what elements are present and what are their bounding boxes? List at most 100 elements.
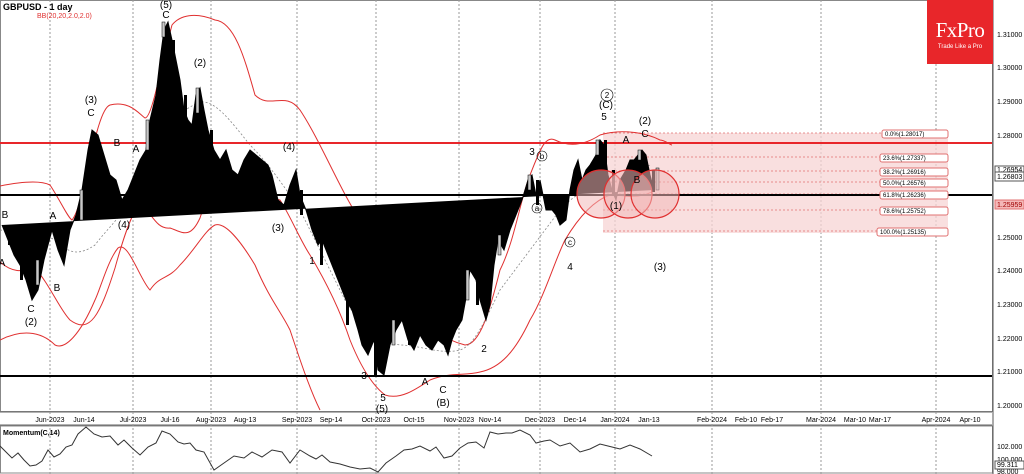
svg-text:A: A <box>623 135 630 146</box>
svg-text:1.25000: 1.25000 <box>997 235 1022 242</box>
svg-text:C: C <box>641 129 648 140</box>
indicator-label: BB(20,20,2.0,2.0) <box>37 13 92 20</box>
svg-text:C: C <box>439 385 446 396</box>
svg-text:Sep-2023: Sep-2023 <box>282 417 312 424</box>
svg-text:Nov-2023: Nov-2023 <box>444 417 474 424</box>
svg-text:4: 4 <box>567 262 573 273</box>
svg-text:Oct-2023: Oct-2023 <box>362 417 391 424</box>
svg-text:B: B <box>433 297 440 308</box>
svg-text:Nov-14: Nov-14 <box>479 417 502 424</box>
svg-text:1.28000: 1.28000 <box>997 133 1022 140</box>
price-axis: 1.31000 1.30000 1.29000 1.28000 1.25000 … <box>997 32 1022 410</box>
svg-text:(5): (5) <box>160 0 172 11</box>
svg-text:78.6%(1.25752): 78.6%(1.25752) <box>883 209 926 215</box>
svg-text:B: B <box>634 175 641 186</box>
svg-text:Jun-14: Jun-14 <box>73 417 95 424</box>
momentum-label: Momentum(C,14) <box>3 430 60 437</box>
svg-text:Feb-10: Feb-10 <box>735 417 757 424</box>
svg-text:1.26954: 1.26954 <box>997 167 1022 174</box>
fib-labels <box>876 129 949 237</box>
svg-text:61.8%(1.26236): 61.8%(1.26236) <box>883 193 926 199</box>
svg-text:Mar-10: Mar-10 <box>844 417 866 424</box>
svg-text:Jul-16: Jul-16 <box>160 417 179 424</box>
svg-text:1: 1 <box>466 250 472 261</box>
svg-text:Jan-2024: Jan-2024 <box>600 417 629 424</box>
bollinger-middle <box>0 101 651 352</box>
svg-text:Apr-2024: Apr-2024 <box>922 417 951 424</box>
svg-text:1.26803: 1.26803 <box>997 174 1022 181</box>
svg-text:1: 1 <box>309 256 315 267</box>
svg-text:2: 2 <box>481 344 487 355</box>
svg-text:1.23000: 1.23000 <box>997 302 1022 309</box>
svg-text:98.000: 98.000 <box>997 469 1019 474</box>
candles <box>1 20 655 376</box>
svg-text:1.22000: 1.22000 <box>997 336 1022 343</box>
svg-text:102.000: 102.000 <box>997 444 1022 451</box>
svg-text:A: A <box>422 377 429 388</box>
svg-text:a: a <box>535 204 540 213</box>
svg-text:B: B <box>114 138 121 149</box>
svg-text:1.20000: 1.20000 <box>997 403 1022 410</box>
svg-text:(5): (5) <box>376 404 388 415</box>
svg-text:A: A <box>0 258 6 269</box>
svg-text:A: A <box>133 144 140 155</box>
svg-text:Mar-2024: Mar-2024 <box>806 417 836 424</box>
fxpro-logo: FxPro Trade Like a Pro <box>927 0 993 64</box>
logo-brand: FxPro <box>935 18 985 42</box>
svg-text:Mar-17: Mar-17 <box>869 417 891 424</box>
svg-text:Dec-2023: Dec-2023 <box>525 417 555 424</box>
svg-text:1.29000: 1.29000 <box>997 99 1022 106</box>
svg-text:1.21000: 1.21000 <box>997 369 1022 376</box>
momentum-line <box>0 426 653 473</box>
svg-text:(4): (4) <box>118 220 130 231</box>
svg-text:1.31000: 1.31000 <box>997 32 1022 39</box>
svg-text:Jun-2023: Jun-2023 <box>35 417 64 424</box>
svg-text:0.0%(1.28017): 0.0%(1.28017) <box>885 132 924 138</box>
fib-label-text: 0.0%(1.28017) 23.6%(1.27337) 38.2%(1.269… <box>880 132 926 236</box>
svg-text:Aug-2023: Aug-2023 <box>196 417 226 424</box>
svg-text:(C): (C) <box>599 100 613 111</box>
svg-text:B: B <box>54 283 61 294</box>
svg-text:50.0%(1.26576): 50.0%(1.26576) <box>883 181 926 187</box>
momentum-pane <box>0 425 993 474</box>
svg-text:Aug-13: Aug-13 <box>234 417 257 424</box>
svg-text:23.6%(1.27337): 23.6%(1.27337) <box>883 156 926 162</box>
svg-text:B: B <box>141 180 148 191</box>
svg-text:(3): (3) <box>272 223 284 234</box>
svg-text:Sep-14: Sep-14 <box>320 417 343 424</box>
svg-text:(2): (2) <box>194 58 206 69</box>
svg-text:99.311: 99.311 <box>997 462 1018 469</box>
svg-text:(2): (2) <box>25 317 37 328</box>
momentum-axis: 102.000 100.000 98.000 99.311 <box>994 444 1024 474</box>
svg-text:5: 5 <box>601 112 607 123</box>
svg-text:4: 4 <box>369 303 375 314</box>
svg-text:2: 2 <box>605 91 610 100</box>
svg-text:(A): (A) <box>394 282 407 293</box>
svg-text:1.30000: 1.30000 <box>997 65 1022 72</box>
svg-text:C: C <box>27 304 34 315</box>
svg-text:(3): (3) <box>85 95 97 106</box>
svg-text:B: B <box>2 210 9 221</box>
logo-tagline: Trade Like a Pro <box>937 44 983 50</box>
symbol-title: GBPUSD - 1 day <box>3 2 73 12</box>
svg-text:Dec-14: Dec-14 <box>564 417 587 424</box>
svg-text:38.2%(1.26916): 38.2%(1.26916) <box>883 170 926 176</box>
svg-text:C: C <box>120 206 127 217</box>
svg-text:Apr-10: Apr-10 <box>959 417 980 424</box>
svg-text:C: C <box>162 10 169 21</box>
svg-text:3: 3 <box>529 147 535 158</box>
svg-text:5: 5 <box>380 393 386 404</box>
svg-text:Jul-2023: Jul-2023 <box>120 417 147 424</box>
svg-text:Jan-13: Jan-13 <box>638 417 660 424</box>
svg-text:(B): (B) <box>436 398 449 409</box>
svg-text:b: b <box>540 152 545 161</box>
time-axis: Jun-2023 Jun-14 Jul-2023 Jul-16 Aug-2023… <box>35 417 980 424</box>
svg-text:A: A <box>106 177 113 188</box>
svg-text:Feb-17: Feb-17 <box>761 417 783 424</box>
svg-text:1.25959: 1.25959 <box>997 202 1022 209</box>
circled-labels: b a c 2 <box>531 88 614 248</box>
svg-text:(2): (2) <box>639 116 651 127</box>
svg-text:c: c <box>568 238 572 247</box>
